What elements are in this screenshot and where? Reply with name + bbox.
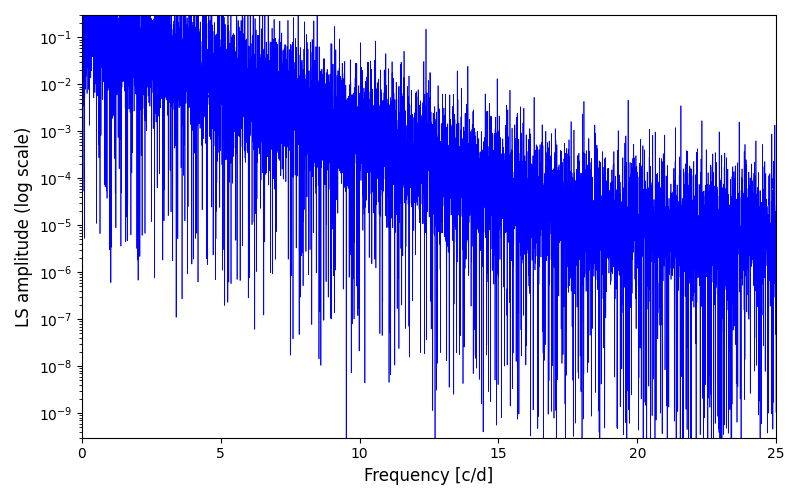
X-axis label: Frequency [c/d]: Frequency [c/d] — [364, 467, 494, 485]
Y-axis label: LS amplitude (log scale): LS amplitude (log scale) — [15, 126, 33, 326]
